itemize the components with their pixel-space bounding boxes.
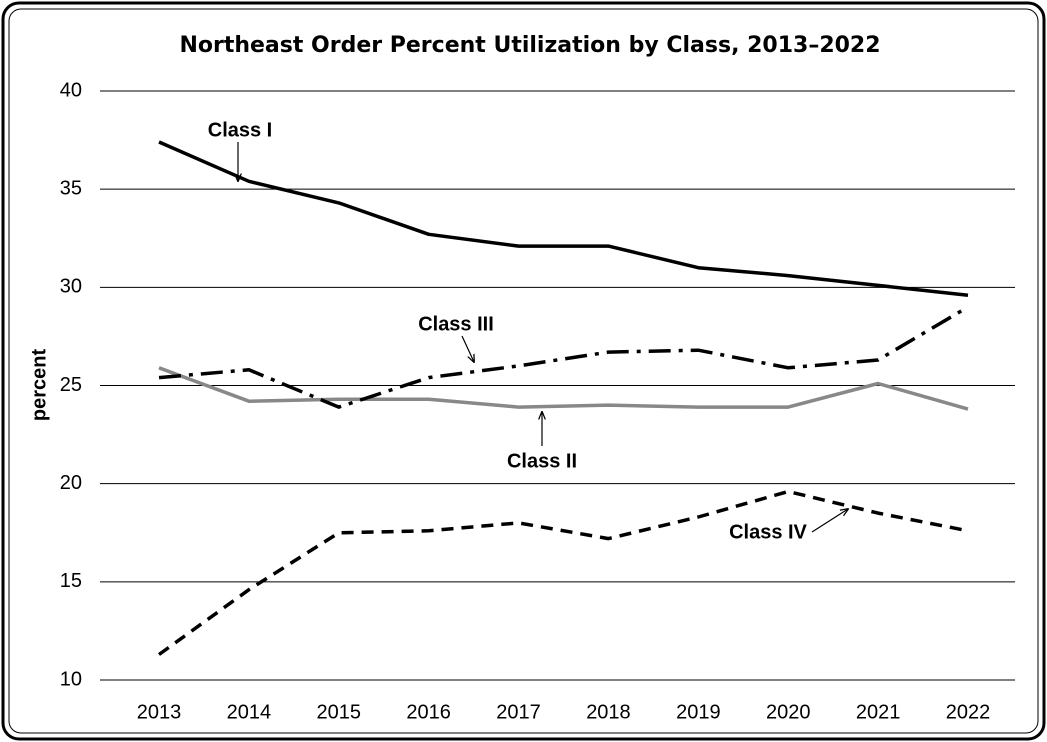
y-tick-label: 35 xyxy=(60,177,82,199)
series-line xyxy=(158,366,969,411)
frame-inner xyxy=(8,8,1039,734)
label-arrow xyxy=(811,509,848,533)
x-tick-label: 2018 xyxy=(586,701,631,723)
y-tick-label: 20 xyxy=(60,472,82,494)
label-arrow xyxy=(461,335,474,362)
series-label: Class II xyxy=(507,450,577,472)
series-label: Class IV xyxy=(729,521,807,543)
x-tick-label: 2016 xyxy=(406,701,451,723)
x-tick-label: 2022 xyxy=(946,701,991,723)
y-tick-label: 15 xyxy=(60,570,82,592)
y-tick-label: 40 xyxy=(60,79,82,101)
x-tick-label: 2014 xyxy=(227,701,272,723)
y-tick-label: 10 xyxy=(60,668,82,690)
series-label: Class III xyxy=(418,313,494,335)
y-axis-label: percent xyxy=(28,349,50,422)
x-tick-label: 2020 xyxy=(766,701,811,723)
series-line xyxy=(158,305,969,409)
y-tick-label: 30 xyxy=(60,276,82,298)
series-line xyxy=(158,140,969,297)
x-tick-label: 2019 xyxy=(676,701,721,723)
chart-title: Northeast Order Percent Utilization by C… xyxy=(179,33,880,58)
series-label: Class I xyxy=(208,119,272,141)
x-tick-label: 2013 xyxy=(137,701,182,723)
y-tick-label: 25 xyxy=(60,374,82,396)
x-tick-label: 2017 xyxy=(496,701,541,723)
x-tick-label: 2015 xyxy=(317,701,362,723)
x-tick-label: 2021 xyxy=(856,701,901,723)
series-line xyxy=(157,489,969,656)
